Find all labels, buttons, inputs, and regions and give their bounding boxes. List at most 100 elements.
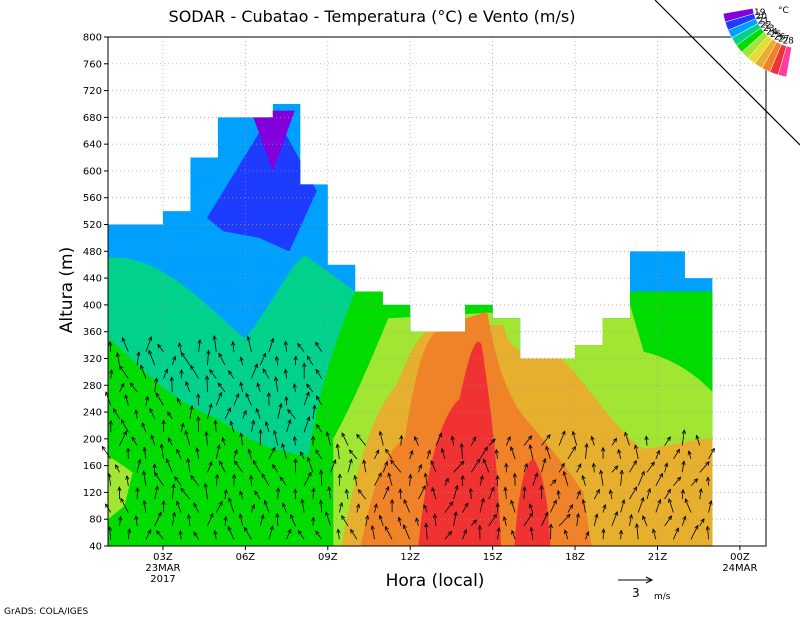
wind-arrow (293, 355, 298, 366)
wind-arrow-shaft (116, 352, 120, 366)
wind-arrow-head (695, 434, 700, 440)
wind-arrow (495, 502, 500, 513)
wind-arrow (279, 476, 287, 486)
wind-arrow-head (477, 524, 482, 530)
wind-arrow (664, 488, 671, 500)
wind-arrow (109, 369, 114, 379)
colorbar-label: 26 (774, 33, 786, 43)
temp-band-27 (418, 341, 501, 546)
wind-arrow-shaft (611, 438, 617, 446)
wind-arrow (462, 502, 469, 513)
wind-arrow-shaft (488, 514, 497, 527)
wind-arrow-shaft (276, 513, 279, 526)
wind-arrow-head (157, 343, 162, 349)
wind-arrow-shaft (620, 470, 623, 486)
wind-arrow (161, 500, 166, 513)
wind-arrow-head (601, 528, 606, 533)
wind-arrow-head (375, 449, 380, 455)
wind-arrow-head (319, 469, 324, 475)
wind-arrow-head (274, 376, 279, 382)
colorbar-segment (722, 8, 755, 23)
wind-arrow-head (177, 342, 183, 348)
wind-arrow-head (335, 443, 340, 449)
wind-arrow-shaft (483, 458, 490, 473)
wind-arrow (129, 382, 138, 393)
wind-arrow-head (624, 431, 629, 437)
wind-arrow-shaft (558, 463, 565, 473)
wind-arrow (601, 528, 606, 540)
wind-arrow-head (569, 503, 574, 509)
wind-arrow-head (357, 488, 363, 494)
wind-arrow (231, 473, 237, 486)
wind-arrow-head (297, 342, 302, 348)
wind-arrow-shaft (259, 514, 264, 527)
wind-arrow (506, 436, 511, 446)
wind-arrow-head (186, 457, 191, 463)
wind-arrow (231, 340, 236, 352)
wind-arrow (563, 529, 569, 540)
wind-arrow (196, 415, 201, 433)
wind-arrow (488, 513, 498, 527)
wind-arrow-head (213, 419, 218, 425)
wind-arrow (186, 457, 191, 473)
wind-arrow-shaft (145, 336, 152, 352)
wind-arrow-head (258, 428, 263, 434)
wind-arrow-head (212, 335, 217, 340)
wind-arrow-shaft (189, 405, 193, 419)
wind-arrow-shaft (479, 498, 484, 513)
wind-arrow (330, 459, 337, 473)
wind-arrow (155, 392, 164, 406)
wind-arrow (477, 524, 482, 540)
wind-arrow-shaft (149, 408, 156, 419)
wind-arrow-head (431, 486, 436, 492)
wind-arrow-head (706, 476, 711, 482)
wind-arrow (634, 523, 640, 540)
wind-arrow-head (454, 484, 459, 490)
wind-arrow-head (300, 498, 305, 504)
wind-arrow-head (180, 487, 185, 493)
wind-arrow-head (614, 511, 618, 516)
wind-arrow (431, 486, 437, 500)
wind-arrow (142, 499, 147, 513)
wind-arrow-shaft (390, 459, 402, 473)
wind-arrow-shaft (444, 501, 454, 513)
x-tick-label: 15Z (483, 552, 503, 563)
wind-arrow (245, 392, 252, 406)
wind-arrow (293, 458, 298, 473)
wind-arrow-head (195, 447, 200, 453)
wind-arrow-head (390, 459, 395, 465)
wind-arrow-head (512, 472, 517, 478)
wind-arrow-head (174, 476, 179, 481)
wind-arrow (414, 436, 419, 446)
wind-arrow-shaft (239, 514, 244, 526)
wind-arrow-shaft (388, 473, 393, 486)
wind-arrow-head (318, 499, 324, 505)
wind-arrow (251, 363, 258, 379)
wind-arrow-head (227, 407, 231, 412)
wind-arrow-head (154, 377, 159, 383)
wind-arrow (227, 525, 235, 540)
wind-arrow-head (142, 446, 147, 452)
wind-arrow-head (148, 336, 153, 342)
wind-arrow-shaft (245, 393, 252, 406)
wind-arrow-head (581, 498, 586, 504)
wind-arrow-head (239, 381, 244, 387)
wind-arrow (239, 432, 244, 446)
wind-arrow-shaft (435, 433, 443, 446)
wind-arrow-shaft (215, 474, 218, 486)
x-tick-label: 18Z (565, 552, 585, 563)
wind-arrow-head (243, 526, 248, 532)
wind-arrow-shaft (511, 530, 516, 540)
wind-arrow (154, 377, 159, 393)
wind-arrow-head (664, 462, 669, 468)
wind-arrow-head (482, 458, 487, 464)
wind-arrow (190, 474, 199, 486)
wind-arrow-shaft (462, 529, 467, 540)
wind-arrow-head (184, 429, 189, 435)
wind-arrow-head (179, 368, 184, 374)
wind-arrow (131, 436, 138, 446)
wind-arrow-head (341, 515, 346, 520)
wind-arrow (315, 368, 323, 379)
wind-arrow (558, 462, 565, 473)
wind-arrow-shaft (398, 517, 402, 527)
